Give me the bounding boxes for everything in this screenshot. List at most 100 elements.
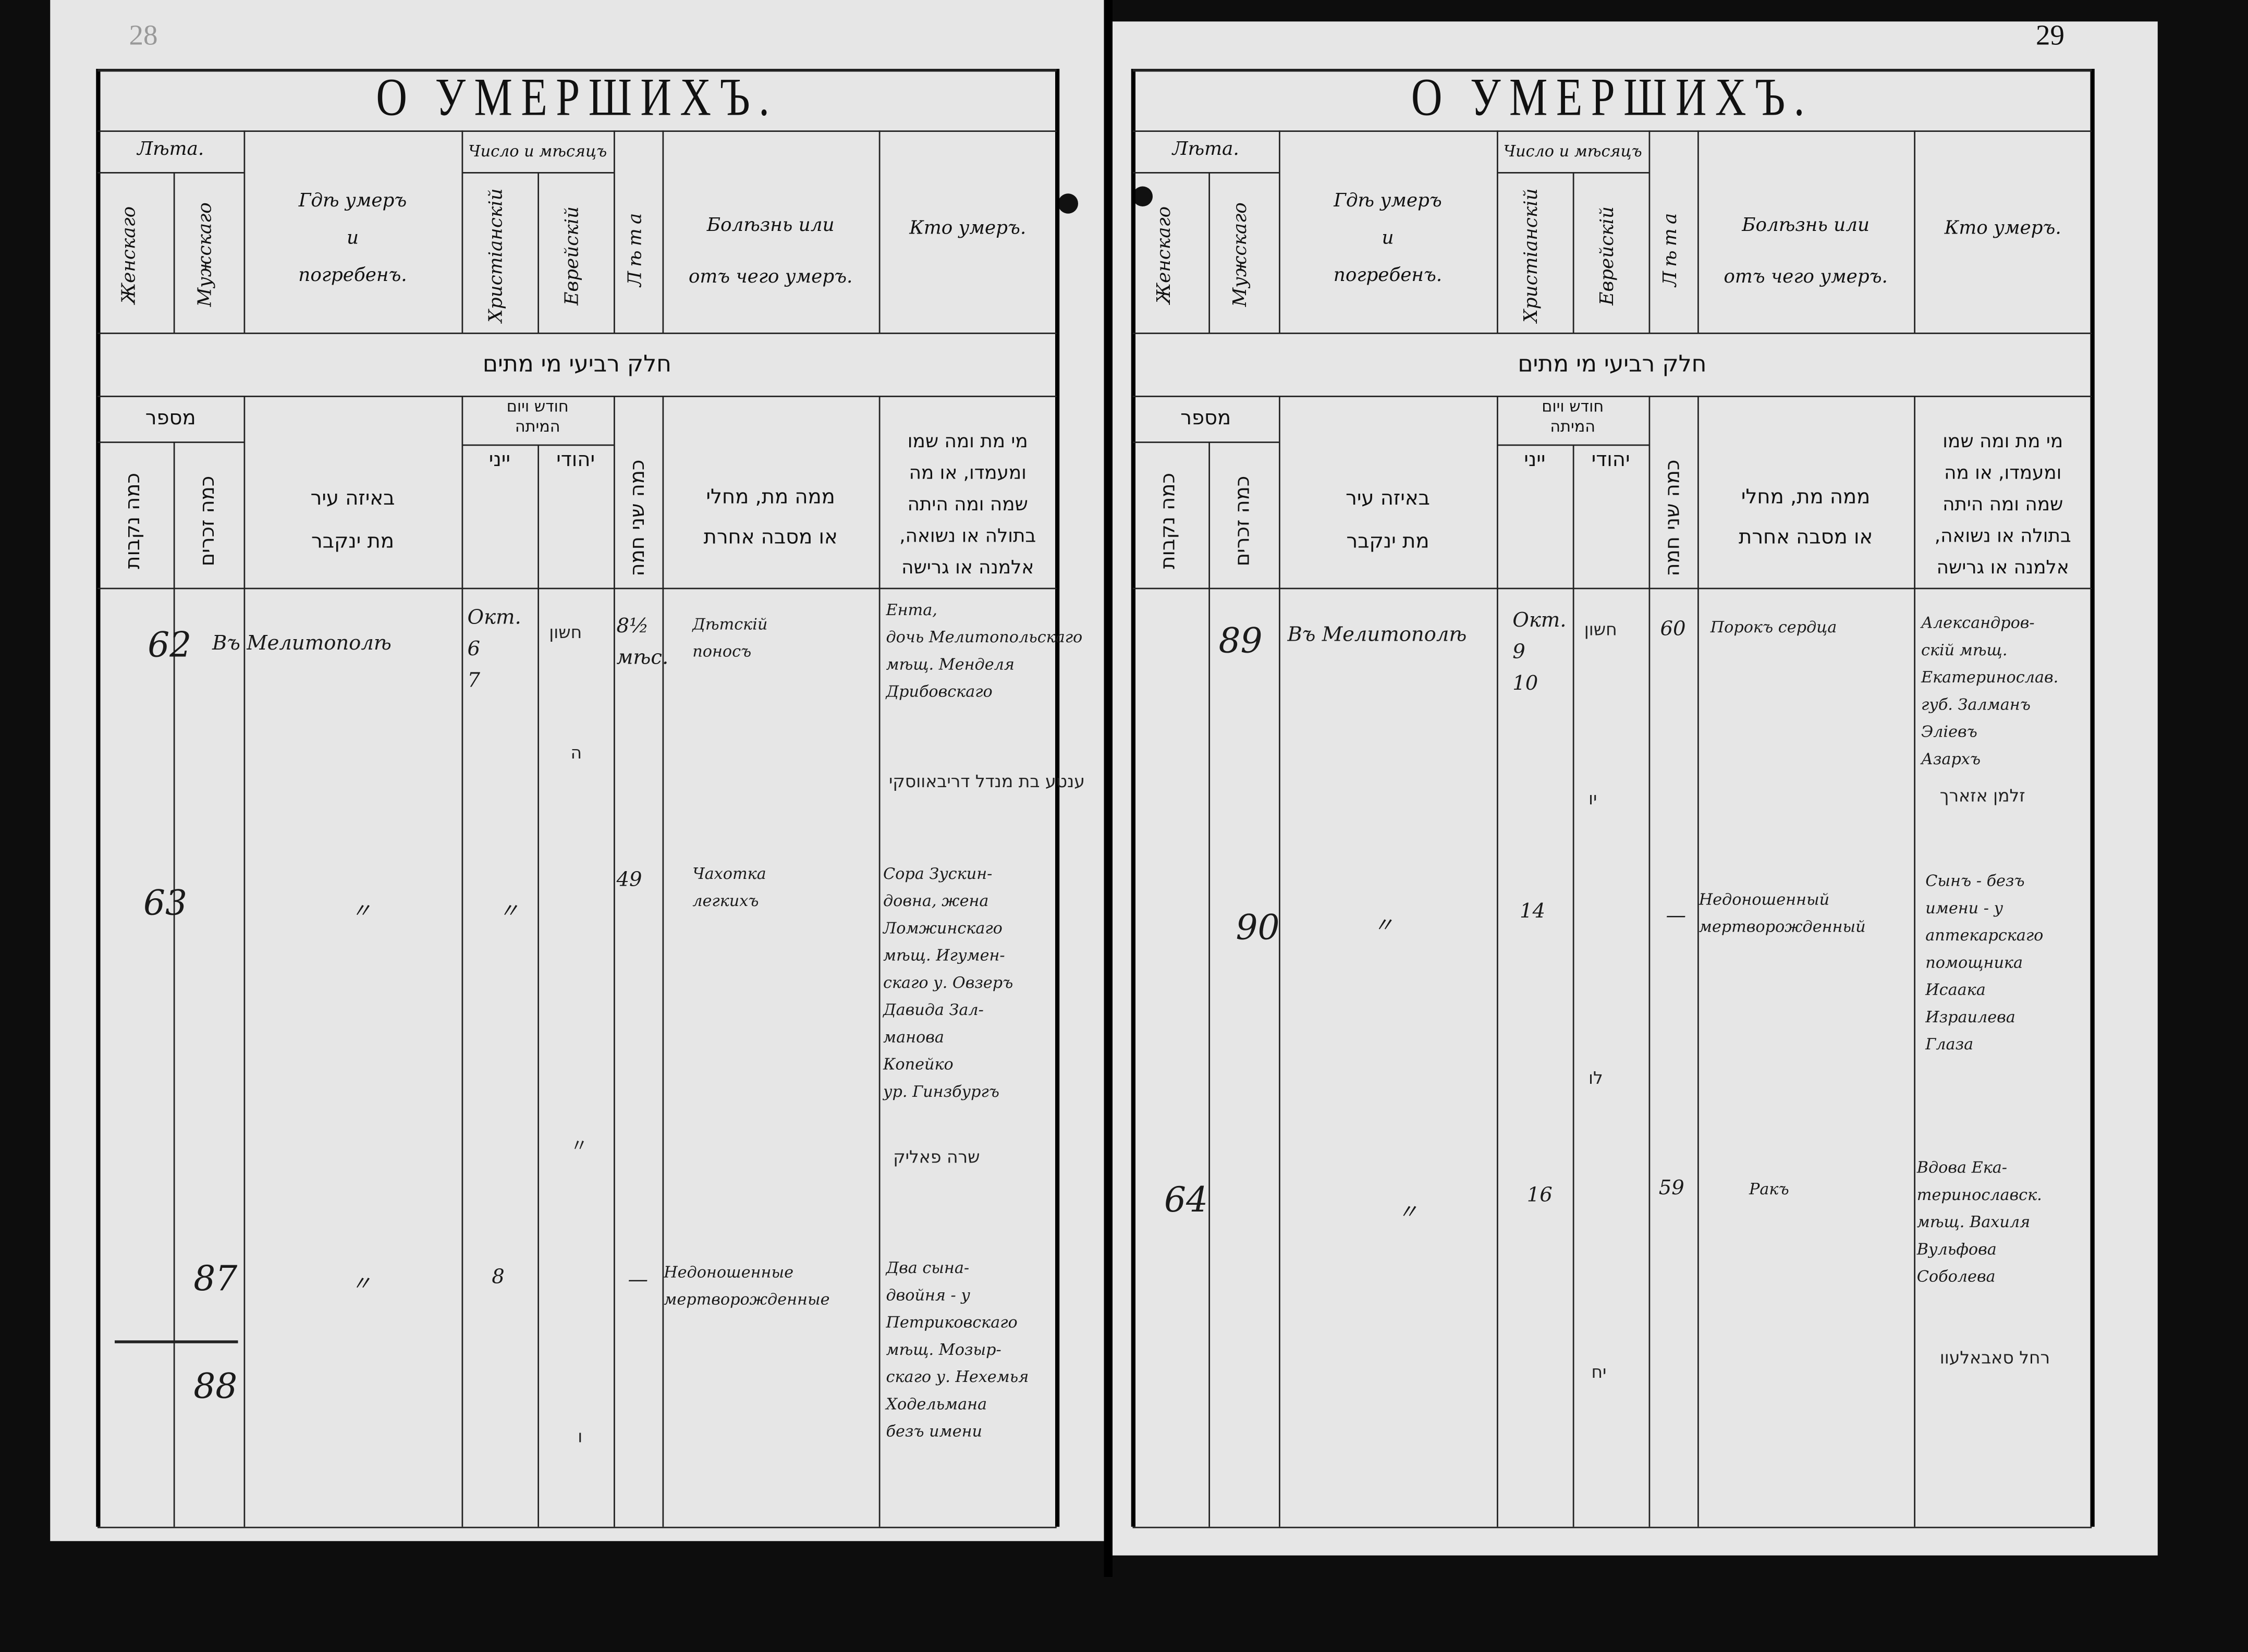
entry-cause-line: Дѣтскій xyxy=(692,615,768,634)
table-border xyxy=(1132,69,2092,72)
entry-cause: Чахотка легкихъ xyxy=(692,860,766,915)
row-divider xyxy=(97,172,244,174)
col-divider xyxy=(1914,130,1915,333)
hebrew-female: כמה נקבות xyxy=(1157,472,1180,569)
entry-who-line: Сора Зускин- xyxy=(883,864,993,883)
entry-who-line: Два сына- xyxy=(886,1258,970,1278)
header-christian: Христіанскій xyxy=(486,188,508,323)
page-number-right: 29 xyxy=(2036,20,2064,52)
entry-who-line: скій мѣщ. xyxy=(1921,641,2008,659)
hebrew-age: כמה שני חמה xyxy=(626,459,650,576)
book-spine xyxy=(1104,0,1113,1577)
header-jewish: Еврейскій xyxy=(1597,205,1619,305)
entry-place: 〃 xyxy=(1398,1201,1418,1225)
entry-hebrew-day: יו xyxy=(1589,788,1597,809)
entry-who-line: Ломжинскаго xyxy=(883,919,1003,938)
row-divider xyxy=(1132,588,2092,590)
hebrew-where-line: באיזה עיר xyxy=(1346,487,1430,510)
hebrew-where: באיזה עיר מת ינקבר xyxy=(1279,478,1497,564)
entry-who-line: Исаака xyxy=(1925,981,1986,999)
hebrew-month-day: חודש ויום המיתה xyxy=(1497,397,1649,437)
row-divider xyxy=(97,333,1057,334)
header-where-line: погребенъ. xyxy=(298,265,407,287)
header-male: Мужскаго xyxy=(1230,203,1252,308)
right-register-table: О УМЕРШИХЪ. Лѣта. Женскаго Мужскаго Гдѣ … xyxy=(1131,68,2095,1528)
entry-who-line: безъ имени xyxy=(886,1422,983,1441)
entry-who-line: Соболева xyxy=(1916,1267,1996,1286)
header-where-line: Гдѣ умеръ xyxy=(298,190,407,212)
entry-who-line: дочь Мелитопольскаго xyxy=(886,628,1083,647)
header-female: Женскаго xyxy=(119,206,141,304)
col-divider xyxy=(1572,444,1574,1527)
hebrew-where-line: מת ינקבר xyxy=(1346,530,1430,554)
col-divider xyxy=(1279,396,1280,1527)
header-cause-line: отъ чего умеръ. xyxy=(1724,266,1888,288)
hebrew-who-line: מי מת ומה שמו xyxy=(1942,431,2063,453)
table-border xyxy=(96,69,101,1527)
hebrew-who: מי מת ומה שמו ומעמדו, או מה שמה ומה היתה… xyxy=(879,427,1057,585)
entry-date-line: Окт. xyxy=(467,606,521,630)
hebrew-number: מספר xyxy=(1180,407,1231,430)
entry-hebrew-day: 〃 xyxy=(570,1135,588,1156)
col-divider xyxy=(662,130,664,333)
col-divider xyxy=(614,130,615,333)
row-divider xyxy=(1132,172,1279,174)
col-divider xyxy=(1697,396,1699,1527)
hebrew-who-line: אלמנה או גרישה xyxy=(1936,557,2069,579)
hebrew-who-line: ומעמדו, או מה xyxy=(909,463,1027,485)
register-title: О УМЕРШИХЪ. xyxy=(1411,68,1813,128)
hebrew-where: באיזה עיר מת ינקבר xyxy=(244,478,462,564)
col-divider xyxy=(878,130,881,333)
entry-who-line: аптекарскаго xyxy=(1925,926,2044,945)
col-divider xyxy=(1648,130,1651,333)
entry-who-line: скаго у. Нехемья xyxy=(886,1367,1029,1387)
entry-who-line: Копейко xyxy=(883,1055,954,1074)
entry-who: Александров-скій мѣщ. Екатеринослав. губ. … xyxy=(1921,609,2058,773)
hebrew-section-title: חלק רביעי מי מתים xyxy=(1518,350,1707,377)
header-date: Число и мѣсяцъ xyxy=(468,142,607,161)
row-divider xyxy=(1132,396,2092,397)
hebrew-cause-line: ממה מת, מחלי xyxy=(706,486,835,509)
entry-who-line: губ. Залманъ xyxy=(1921,695,2031,714)
col-divider xyxy=(1208,442,1210,1527)
header-where-line: Гдѣ умеръ xyxy=(1334,190,1442,212)
entry-female-no: 62 xyxy=(148,625,192,665)
col-divider xyxy=(537,172,539,333)
row-divider xyxy=(97,396,1057,397)
header-jewish: Еврейскій xyxy=(562,205,584,305)
entry-who-line: Сынъ - безъ xyxy=(1925,872,2025,890)
entry-date-line: 10 xyxy=(1512,672,1538,695)
entry-cause-line: Чахотка xyxy=(692,864,766,883)
entry-hebrew-day: ה xyxy=(570,742,582,763)
entry-cause-line: Недоношенный xyxy=(1699,890,1830,909)
binding-ring xyxy=(1132,186,1153,206)
hebrew-age: כמה שני חמה xyxy=(1661,459,1685,576)
entry-hebrew-day: לו xyxy=(1589,1068,1603,1088)
hebrew-month-day-line: המיתה xyxy=(1550,417,1596,436)
entry-who-line: Петриковскаго xyxy=(886,1313,1018,1332)
row-divider xyxy=(1132,333,2092,334)
entry-cause: Порокъ сердца xyxy=(1711,614,1837,641)
entry-age-line: — xyxy=(628,1268,649,1292)
header-years: Лѣта. xyxy=(137,139,204,161)
entry-cause: Ракъ xyxy=(1749,1176,1789,1203)
hebrew-female: כמה נקבות xyxy=(121,472,145,569)
header-cause-line: отъ чего умеръ. xyxy=(688,266,853,288)
entry-who-line: Ента, xyxy=(886,601,937,619)
col-divider xyxy=(1497,130,1498,333)
row-divider xyxy=(97,130,1057,132)
col-divider xyxy=(1208,172,1210,333)
entry-hebrew-name: ענטע בת מנדל דריבאווסקי xyxy=(889,771,1085,792)
entry-cause-line: Недоношенные xyxy=(664,1263,794,1282)
header-where: Гдѣ умеръ и погребенъ. xyxy=(244,183,462,296)
header-cause-line: Болѣзнь или xyxy=(706,215,835,237)
entry-hebrew-name: שרה פאליק xyxy=(893,1147,980,1167)
entry-who-line: мѣщ. Игумен- xyxy=(883,946,1005,965)
entry-cause-line: поносъ xyxy=(692,642,752,661)
entry-date: 16 xyxy=(1527,1180,1553,1212)
entry-male-no: 87 xyxy=(193,1258,238,1299)
hebrew-cause-line: ממה מת, מחלי xyxy=(1741,486,1871,509)
entry-cause: Дѣтскій поносъ xyxy=(692,611,767,666)
entry-who-line: довна, жена xyxy=(883,891,989,911)
